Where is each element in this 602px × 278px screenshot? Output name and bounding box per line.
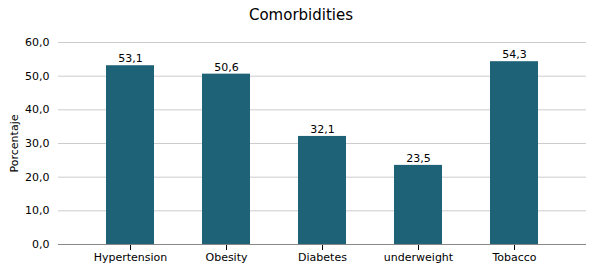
svg-text:Tobacco: Tobacco <box>491 251 536 264</box>
svg-text:underweight: underweight <box>384 251 454 264</box>
svg-text:23,5: 23,5 <box>406 152 431 165</box>
svg-text:60,0: 60,0 <box>25 36 50 49</box>
svg-text:54,3: 54,3 <box>502 48 527 61</box>
svg-text:32,1: 32,1 <box>310 123 335 136</box>
svg-text:30,0: 30,0 <box>25 137 50 150</box>
svg-text:20,0: 20,0 <box>25 171 50 184</box>
svg-text:40,0: 40,0 <box>25 103 50 116</box>
svg-text:Hypertension: Hypertension <box>94 251 168 264</box>
svg-text:50,0: 50,0 <box>25 70 50 83</box>
svg-text:50,6: 50,6 <box>214 61 239 74</box>
svg-text:Porcentaje: Porcentaje <box>8 114 21 172</box>
svg-text:Obesity: Obesity <box>205 251 248 264</box>
html-text:Comorbidities: Comorbidities <box>249 6 353 24</box>
svg-text:10,0: 10,0 <box>25 204 50 217</box>
svg-text:0,0: 0,0 <box>32 238 50 251</box>
svg-text:Diabetes: Diabetes <box>298 251 347 264</box>
svg-text:53,1: 53,1 <box>118 52 143 65</box>
